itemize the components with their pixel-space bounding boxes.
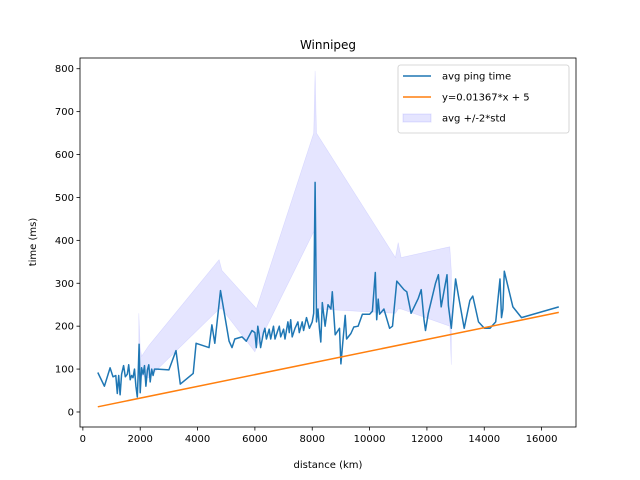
legend-label: y=0.01367*x + 5 (442, 93, 530, 104)
x-tick-label: 14000 (468, 434, 500, 445)
y-tick-label: 300 (55, 279, 74, 290)
y-tick-label: 100 (55, 365, 74, 376)
y-axis-label: time (ms) (28, 218, 39, 267)
y-tick-label: 800 (55, 64, 74, 75)
x-tick-label: 10000 (354, 434, 386, 445)
series-line-0 (97, 181, 560, 398)
y-tick-label: 600 (55, 150, 74, 161)
x-tick-label: 2000 (127, 434, 152, 445)
axes-frame (79, 57, 577, 428)
legend: avg ping time y=0.01367*x + 5 avg +/-2*std (397, 64, 570, 134)
x-tick-label: 4000 (185, 434, 210, 445)
x-tick-label: 0 (80, 434, 86, 445)
y-tick-label: 200 (55, 322, 74, 333)
chart-title: Winnipeg (300, 38, 356, 52)
y-tick-label: 700 (55, 107, 74, 118)
x-tick-label: 12000 (411, 434, 443, 445)
x-tick-label: 8000 (300, 434, 325, 445)
x-tick-label: 16000 (526, 434, 558, 445)
legend-label: avg +/-2*std (442, 114, 506, 125)
y-tick-label: 500 (55, 193, 74, 204)
axes: 0 2000 4000 6000 8000 10000 12000 14000 16000 0 10… (55, 57, 577, 445)
y-tick-label: 0 (68, 407, 74, 418)
legend-label: avg ping time (442, 72, 511, 83)
x-tick-label: 6000 (242, 434, 267, 445)
x-axis-label: distance (km) (294, 460, 363, 471)
legend-box (397, 64, 570, 134)
series-line-1 (97, 311, 559, 408)
y-tick-label: 400 (55, 236, 74, 247)
plot-area (97, 70, 560, 408)
legend-swatch (402, 113, 432, 123)
